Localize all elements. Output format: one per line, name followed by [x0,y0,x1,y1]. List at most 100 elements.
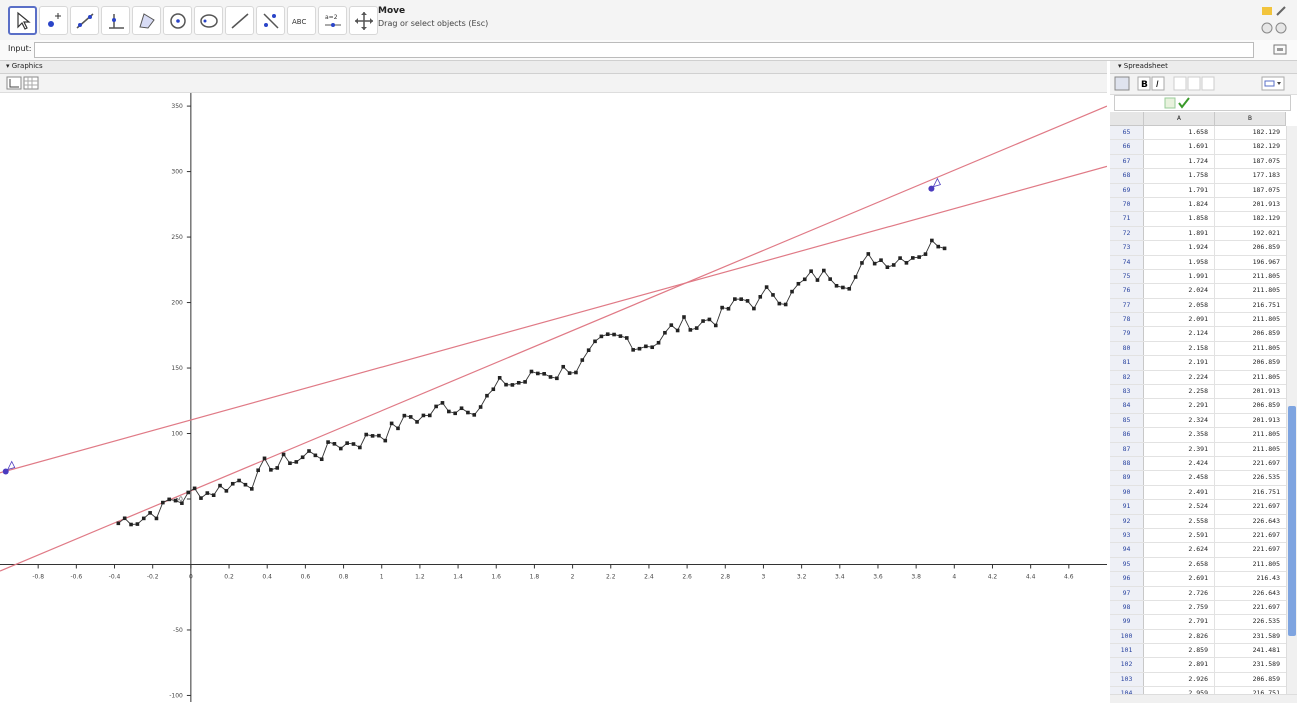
cell-b[interactable]: 221.697 [1252,545,1280,554]
circle-tool-button[interactable] [163,6,192,35]
spreadsheet-horizontal-scrollbar[interactable] [1110,694,1297,703]
data-point[interactable] [504,382,508,387]
row-number[interactable]: 99 [1110,615,1144,629]
cell-a[interactable]: 2.324 [1144,413,1215,428]
data-point[interactable] [853,275,858,279]
data-point[interactable] [256,468,260,473]
cell-b[interactable]: 211.805 [1252,343,1280,352]
cell-a[interactable]: 2.424 [1144,456,1215,471]
cell-a[interactable]: 1.658 [1144,126,1215,140]
data-point[interactable] [199,496,203,500]
data-point[interactable] [211,493,216,497]
row-number[interactable]: 86 [1110,428,1144,442]
data-point[interactable] [764,285,769,289]
input-bar-toggle-icon[interactable] [1114,76,1130,91]
data-point[interactable] [485,393,489,398]
cell-a[interactable]: 1.891 [1144,226,1215,241]
column-header-a[interactable]: A [1144,112,1215,125]
data-point[interactable] [885,265,890,269]
row-number[interactable]: 68 [1110,169,1144,183]
row-number[interactable]: 98 [1110,600,1144,615]
data-point[interactable] [230,481,235,486]
data-point[interactable] [523,380,527,384]
data-point[interactable] [720,305,724,310]
cell-b[interactable]: 177.183 [1252,171,1280,180]
cell-b[interactable]: 182.129 [1252,142,1280,151]
data-point[interactable] [809,269,813,273]
slider-tool-button[interactable]: a=2 [318,6,347,35]
data-point[interactable] [370,434,375,438]
text-tool-button[interactable]: ABC [287,6,316,35]
data-point[interactable] [497,376,502,380]
cell-a[interactable]: 1.824 [1144,197,1215,212]
cell-a[interactable]: 2.224 [1144,370,1215,385]
cell-a[interactable]: 2.191 [1144,356,1215,370]
data-point[interactable] [631,348,635,352]
data-point[interactable] [180,501,184,505]
data-point[interactable] [624,336,629,340]
align-left-icon[interactable] [1173,76,1187,91]
data-point[interactable] [739,297,743,301]
row-number[interactable]: 97 [1110,586,1144,600]
data-point[interactable] [466,410,470,415]
cell-b[interactable]: 192.021 [1252,228,1280,237]
cell-a[interactable]: 2.891 [1144,658,1215,672]
cell-b[interactable]: 182.129 [1252,128,1280,136]
cell-a[interactable]: 2.091 [1144,313,1215,327]
cell-b[interactable]: 211.805 [1252,559,1280,568]
data-point[interactable] [453,411,457,416]
cell-b[interactable]: 221.697 [1252,530,1280,539]
row-number[interactable]: 87 [1110,442,1144,456]
data-point[interactable] [656,340,661,345]
data-point[interactable] [237,478,241,483]
cell-b[interactable]: 226.535 [1252,617,1280,626]
data-point[interactable] [377,433,381,438]
graphics-canvas[interactable]: -0.8 -0.6 -0.4 -0.2 0 0.2 0.4 0.6 0.8 1 1.2 1.4 1.6 1… [0,93,1108,702]
regression-line-b[interactable] [0,165,1108,474]
slider-marker-right[interactable] [932,177,941,188]
cell-a[interactable]: 2.658 [1144,557,1215,572]
data-point[interactable] [338,446,343,451]
data-point[interactable] [250,487,254,491]
axes-toggle-icon[interactable] [6,76,22,90]
cell-b[interactable]: 226.643 [1252,516,1280,525]
graphics-view[interactable]: -0.8 -0.6 -0.4 -0.2 0 0.2 0.4 0.6 0.8 1 1.2 1.4 1.6 1… [0,93,1108,702]
row-number[interactable]: 94 [1110,543,1144,557]
row-number[interactable]: 100 [1110,629,1144,644]
data-point[interactable] [440,401,445,405]
data-point[interactable] [275,466,280,470]
data-point[interactable] [281,452,286,457]
data-point[interactable] [834,283,839,288]
row-number[interactable]: 75 [1110,269,1144,284]
data-point[interactable] [447,409,451,414]
row-number[interactable]: 101 [1110,644,1144,658]
data-point[interactable] [567,371,572,375]
cell-b[interactable]: 187.075 [1252,156,1280,165]
row-number[interactable]: 78 [1110,313,1144,327]
data-point[interactable] [491,387,496,392]
data-point[interactable] [427,413,432,418]
data-point[interactable] [872,261,877,266]
data-point[interactable] [415,420,419,424]
cell-b[interactable]: 216.43 [1256,574,1280,583]
data-point[interactable] [752,306,756,311]
row-number[interactable]: 71 [1110,212,1144,226]
row-number[interactable]: 73 [1110,241,1144,255]
cell-a[interactable]: 2.358 [1144,428,1215,442]
data-point[interactable] [694,326,699,330]
cell-style-dropdown-icon[interactable] [1261,76,1285,91]
data-point[interactable] [205,491,210,495]
cell-b[interactable]: 211.805 [1252,315,1280,324]
data-point[interactable] [815,278,820,282]
data-point[interactable] [822,268,826,273]
cell-a[interactable]: 2.926 [1144,672,1215,687]
data-point[interactable] [726,306,731,311]
data-point[interactable] [516,380,521,385]
data-point[interactable] [472,413,477,417]
cell-a[interactable]: 2.491 [1144,485,1215,500]
grid-toggle-icon[interactable] [23,76,39,90]
data-point[interactable] [536,371,540,376]
row-number[interactable]: 70 [1110,197,1144,212]
row-number[interactable]: 77 [1110,298,1144,313]
cell-b[interactable]: 206.859 [1252,329,1280,338]
